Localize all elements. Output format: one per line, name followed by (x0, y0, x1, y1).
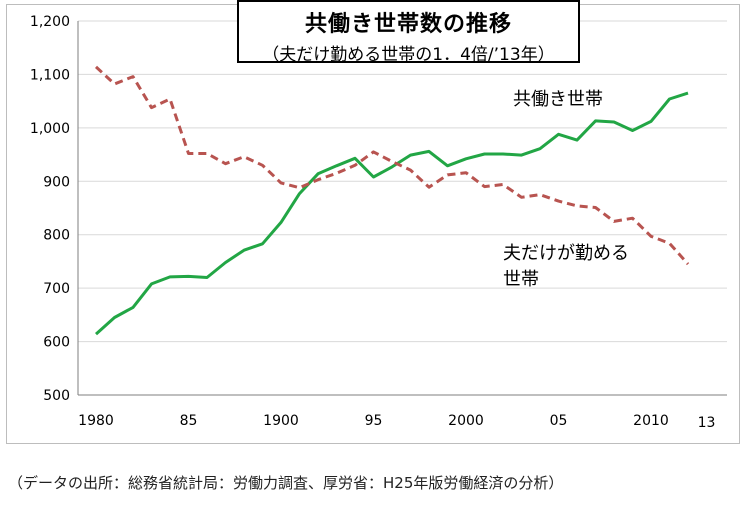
series-label-dual-income: 共働き世帯 (513, 89, 603, 110)
source-note: （データの出所：総務省統計局：労働力調査、厚労省：H25年版労働経済の分析） (8, 474, 564, 492)
gridlines (78, 20, 727, 396)
series-label-single-income-line1: 夫だけが勤める (503, 243, 629, 264)
y-tick-label: 700 (43, 281, 70, 297)
x-tick-label: 85 (180, 413, 198, 429)
tick-labels: 500 600 700 800 900 1,000 1,100 1,200 1980 85 1900… (30, 14, 716, 431)
series-lines (94, 65, 690, 336)
chart-title-box: 共働き世帯数の推移 （夫だけ勤める世帯の1．4倍/’13年） (237, 0, 580, 65)
x-tick-label: 13 (698, 415, 716, 431)
chart-title: 共働き世帯数の推移 (304, 12, 512, 37)
y-tick-label: 500 (43, 388, 70, 404)
x-tick-label: 1980 (78, 413, 114, 429)
x-tick-label: 95 (365, 413, 383, 429)
x-tick-label: 05 (550, 413, 568, 429)
axes (77, 21, 727, 396)
y-tick-label: 800 (43, 228, 70, 244)
x-tick-label: 1900 (263, 413, 299, 429)
y-tick-label: 900 (43, 174, 70, 190)
series-label-single-income-line2: 世帯 (503, 269, 539, 290)
y-tick-label: 1,000 (30, 121, 70, 137)
x-tick-label: 2000 (448, 413, 484, 429)
y-tick-label: 1,100 (30, 67, 70, 83)
x-tick-label: 2010 (633, 413, 669, 429)
series-line-dual-income (94, 91, 689, 336)
chart-subtitle: （夫だけ勤める世帯の1．4倍/’13年） (262, 45, 555, 65)
y-tick-label: 1,200 (30, 14, 70, 30)
y-tick-label: 600 (43, 335, 70, 351)
